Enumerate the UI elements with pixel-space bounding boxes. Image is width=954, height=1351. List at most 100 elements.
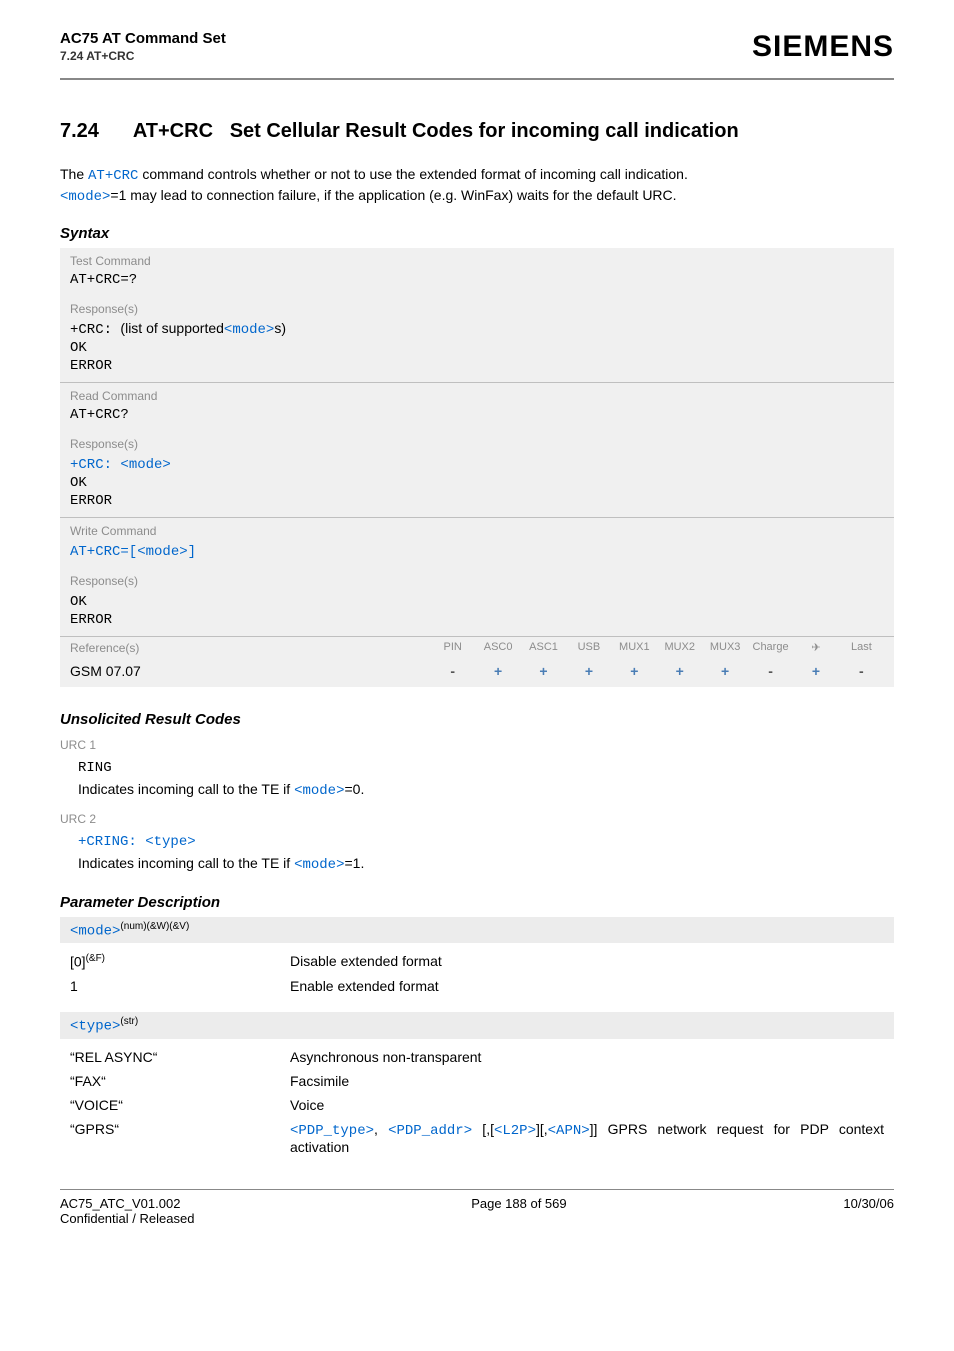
param-type-row-gprs: “GPRS“ <PDP_type>, <PDP_addr> [,[<L2P>][… [60,1117,894,1159]
pdp-type-link[interactable]: <PDP_type> [290,1123,374,1139]
section-title: AT+CRC Set Cellular Result Codes for inc… [133,120,739,142]
param-type-val-0: Asynchronous non-transparent [280,1045,894,1069]
param-type-row-1: “FAX“ Facsimile [60,1069,894,1093]
param-mode-val-0: Disable extended format [280,949,894,974]
ref-col-asc1: ASC1 [521,641,566,654]
param-type-key-0: “REL ASYNC“ [60,1045,280,1069]
atcrc-link[interactable]: AT+CRC [88,168,138,184]
mode-param-link[interactable]: <mode> [224,322,274,338]
ref-col-last: Last [839,641,884,654]
siemens-logo: SIEMENS [752,30,894,64]
ref-val-pin: - [430,663,475,679]
param-mode-val-1: Enable extended format [280,974,894,998]
mode-param-link[interactable]: <mode> [294,857,344,873]
param-mode-key-0: [0](&F) [60,949,280,974]
pdp-addr-link[interactable]: <PDP_addr> [388,1123,472,1139]
ref-col-charge: Charge [748,641,793,654]
read-command-section: Read Command AT+CRC? Response(s) +CRC: <… [60,383,894,518]
param-type-header: <type>(str) [60,1012,894,1039]
mode-param-link[interactable]: <mode> [137,544,187,560]
urc2-body: +CRING: <type> Indicates incoming call t… [60,830,894,876]
param-type-table: “REL ASYNC“ Asynchronous non-transparent… [60,1045,894,1159]
reference-section: Reference(s) PIN ASC0 ASC1 USB MUX1 MUX2… [60,637,894,687]
ref-val-mux2: + [657,663,702,679]
urc1-body: RING Indicates incoming call to the TE i… [60,756,894,802]
write-command-label: Write Command [60,518,894,540]
write-response-label: Response(s) [60,568,894,590]
ref-col-usb: USB [566,641,611,654]
read-command-label: Read Command [60,383,894,405]
section-number: 7.24 [60,120,99,143]
param-type-val-2: Voice [280,1093,894,1117]
param-type-val-gprs: <PDP_type>, <PDP_addr> [,[<L2P>][,<APN>]… [280,1117,894,1159]
urc2-label: URC 2 [60,812,894,826]
reference-value: GSM 07.07 [70,663,430,679]
ref-col-mux3: MUX3 [702,641,747,654]
reference-columns: PIN ASC0 ASC1 USB MUX1 MUX2 MUX3 Charge … [430,641,884,654]
test-command-label: Test Command [60,248,894,270]
urc-heading: Unsolicited Result Codes [60,711,894,728]
mode-param-sup: (num)(&W)(&V) [120,921,189,932]
section-heading: 7.24 AT+CRC Set Cellular Result Codes fo… [60,120,894,143]
param-mode-row-0: [0](&F) Disable extended format [60,949,894,974]
ref-val-charge: - [748,663,793,679]
type-param-sup: (str) [120,1016,138,1027]
doc-title: AC75 AT Command Set [60,30,226,47]
syntax-heading: Syntax [60,225,894,242]
param-type-key-gprs: “GPRS“ [60,1117,280,1159]
ref-col-mux2: MUX2 [657,641,702,654]
urc2-code-prefix: +CRING: [78,834,145,850]
l2p-link[interactable]: <L2P> [494,1123,536,1139]
param-mode-key-1: 1 [60,974,280,998]
reference-values: - + + + + + + - + - [430,663,884,679]
read-command-cmd: AT+CRC? [60,405,894,431]
mode-param-link[interactable]: <mode> [120,457,170,473]
mode-param-link[interactable]: <mode> [294,783,344,799]
param-type-val-1: Facsimile [280,1069,894,1093]
intro-paragraph: The AT+CRC command controls whether or n… [60,165,894,207]
urc1-code: RING [78,760,112,776]
urc1-label: URC 1 [60,738,894,752]
ref-val-mux1: + [612,663,657,679]
apn-link[interactable]: <APN> [548,1123,590,1139]
param-type-key-1: “FAX“ [60,1069,280,1093]
page-header: AC75 AT Command Set 7.24 AT+CRC SIEMENS [60,30,894,74]
mode-link[interactable]: <mode> [60,189,110,205]
read-response-body: +CRC: <mode> OK ERROR [60,453,894,517]
param-mode-row-1: 1 Enable extended format [60,974,894,998]
param-type-key-2: “VOICE“ [60,1093,280,1117]
ref-col-airplane-icon: ✈ [793,641,838,654]
ref-val-airplane: + [793,663,838,679]
param-heading: Parameter Description [60,894,894,911]
type-param-name[interactable]: <type> [70,1019,120,1035]
syntax-block: Test Command AT+CRC=? Response(s) +CRC: … [60,248,894,687]
type-param-link[interactable]: <type> [145,834,195,850]
reference-label: Reference(s) [70,641,430,655]
read-response-label: Response(s) [60,431,894,453]
ref-val-mux3: + [702,663,747,679]
header-rule [60,78,894,80]
param-mode-header: <mode>(num)(&W)(&V) [60,917,894,944]
write-command-cmd: AT+CRC=[<mode>] [60,540,894,568]
ref-col-pin: PIN [430,641,475,654]
write-command-section: Write Command AT+CRC=[<mode>] Response(s… [60,518,894,637]
page-footer: AC75_ATC_V01.002 Confidential / Released… [60,1190,894,1226]
ref-val-usb: + [566,663,611,679]
test-command-section: Test Command AT+CRC=? Response(s) +CRC: … [60,248,894,383]
param-mode-table: [0](&F) Disable extended format 1 Enable… [60,949,894,998]
doc-subtitle: 7.24 AT+CRC [60,49,226,63]
param-type-row-2: “VOICE“ Voice [60,1093,894,1117]
mode-param-name[interactable]: <mode> [70,923,120,939]
ref-val-asc1: + [521,663,566,679]
test-response-label: Response(s) [60,296,894,318]
footer-version: AC75_ATC_V01.002 [60,1196,194,1211]
ref-col-asc0: ASC0 [475,641,520,654]
param-type-row-0: “REL ASYNC“ Asynchronous non-transparent [60,1045,894,1069]
ref-val-last: - [839,663,884,679]
write-response-body: OK ERROR [60,590,894,636]
ref-col-mux1: MUX1 [612,641,657,654]
test-response-body: +CRC: (list of supported<mode>s) OK ERRO… [60,318,894,382]
footer-status: Confidential / Released [60,1211,194,1226]
test-command-cmd: AT+CRC=? [60,270,894,296]
footer-page: Page 188 of 569 [471,1196,566,1226]
